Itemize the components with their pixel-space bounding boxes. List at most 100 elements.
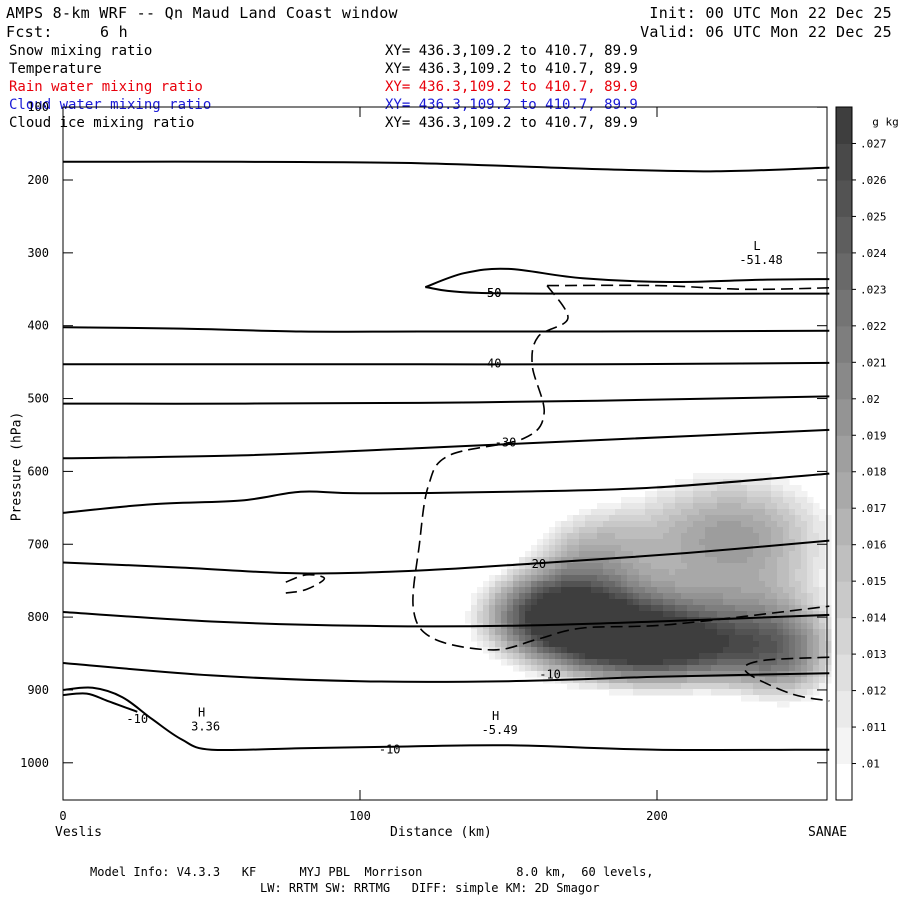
snow-cell (489, 635, 496, 642)
snow-cell (777, 701, 784, 708)
snow-cell (663, 635, 670, 642)
snow-cell (519, 617, 526, 624)
snow-cell (735, 509, 742, 516)
snow-cell (735, 569, 742, 576)
snow-cell (513, 617, 520, 624)
snow-cell (597, 653, 604, 660)
snow-cell (759, 629, 766, 636)
snow-cell (789, 539, 796, 546)
snow-cell (759, 509, 766, 516)
colorbar-tick-label: .024 (860, 247, 887, 260)
snow-cell (597, 677, 604, 684)
snow-cell (759, 581, 766, 588)
snow-cell (753, 665, 760, 672)
snow-cell (723, 473, 730, 480)
snow-cell (777, 491, 784, 498)
snow-cell (537, 551, 544, 558)
snow-cell (597, 671, 604, 678)
snow-cell (525, 551, 532, 558)
snow-cell (507, 659, 514, 666)
snow-cell (501, 569, 508, 576)
snow-cell (711, 521, 718, 528)
snow-cell (633, 515, 640, 522)
snow-cell (633, 611, 640, 618)
snow-cell (699, 635, 706, 642)
snow-cell (681, 635, 688, 642)
snow-cell (723, 659, 730, 666)
snow-cell (525, 647, 532, 654)
snow-cell (573, 581, 580, 588)
snow-cell (525, 587, 532, 594)
snow-cell (543, 623, 550, 630)
snow-cell (513, 611, 520, 618)
snow-cell (627, 581, 634, 588)
snow-cell (627, 599, 634, 606)
snow-cell (693, 641, 700, 648)
snow-cell (609, 641, 616, 648)
snow-cell (519, 659, 526, 666)
snow-cell (519, 635, 526, 642)
snow-cell (771, 563, 778, 570)
snow-cell (687, 599, 694, 606)
colorbar-tick-label: .022 (860, 320, 887, 333)
snow-cell (537, 599, 544, 606)
snow-cell (597, 665, 604, 672)
snow-cell (795, 689, 802, 696)
ice-contour (285, 573, 326, 594)
colorbar-frame (835, 106, 853, 801)
snow-cell (681, 503, 688, 510)
snow-cell (783, 479, 790, 486)
snow-cell (681, 551, 688, 558)
snow-cell (711, 473, 718, 480)
snow-cell (705, 665, 712, 672)
snow-cell (561, 665, 568, 672)
snow-cell (723, 617, 730, 624)
snow-cell (777, 545, 784, 552)
snow-cell (723, 623, 730, 630)
colorbar-tick-label: .026 (860, 174, 887, 187)
snow-cell (555, 635, 562, 642)
snow-cell (723, 593, 730, 600)
snow-cell (573, 629, 580, 636)
x-tick-label: 0 (59, 809, 66, 823)
ice-contour (547, 284, 830, 291)
snow-cell (777, 623, 784, 630)
extremum-value-label: -5.49 (482, 723, 518, 737)
snow-cell (807, 623, 814, 630)
snow-cell (603, 503, 610, 510)
snow-cell (783, 623, 790, 630)
snow-cell (747, 605, 754, 612)
snow-cell (675, 611, 682, 618)
snow-cell (657, 599, 664, 606)
snow-cell (735, 641, 742, 648)
snow-cell (597, 503, 604, 510)
snow-cell (537, 647, 544, 654)
snow-cell (633, 587, 640, 594)
snow-cell (813, 581, 820, 588)
snow-cell (531, 581, 538, 588)
snow-cell (633, 653, 640, 660)
snow-cell (807, 659, 814, 666)
snow-cell (627, 611, 634, 618)
snow-cell (795, 551, 802, 558)
snow-cell (699, 641, 706, 648)
snow-cell (735, 563, 742, 570)
snow-cell (585, 569, 592, 576)
snow-cell (585, 599, 592, 606)
snow-cell (711, 593, 718, 600)
snow-cell (531, 653, 538, 660)
snow-cell (621, 683, 628, 690)
snow-cell (699, 605, 706, 612)
snow-cell (561, 599, 568, 606)
snow-cell (741, 617, 748, 624)
snow-cell (795, 539, 802, 546)
snow-cell (711, 629, 718, 636)
snow-cell (753, 647, 760, 654)
snow-cell (759, 695, 766, 702)
snow-cell (495, 575, 502, 582)
snow-cell (795, 575, 802, 582)
snow-cell (603, 635, 610, 642)
snow-cell (813, 635, 820, 642)
snow-cell (693, 671, 700, 678)
snow-cell (663, 509, 670, 516)
